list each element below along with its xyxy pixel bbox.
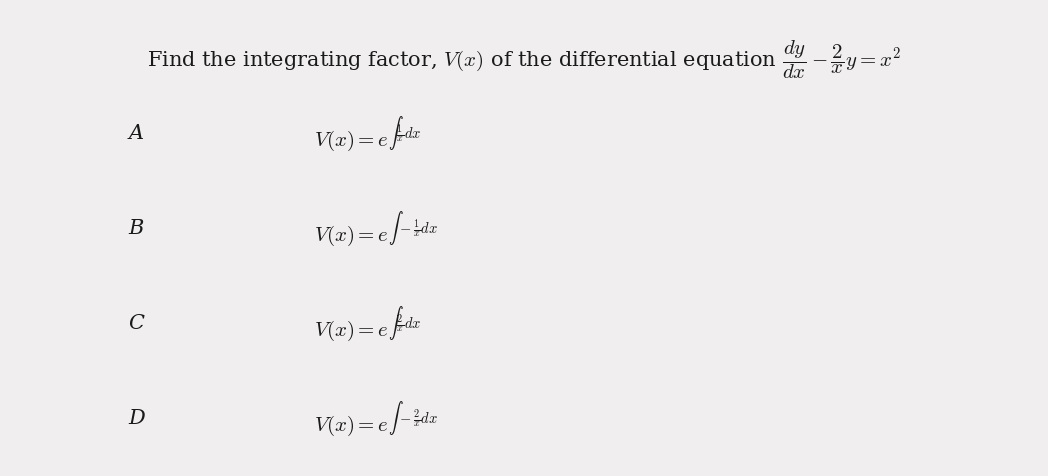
Text: D: D bbox=[128, 409, 145, 428]
Text: Find the integrating factor, $V(x)$ of the differential equation $\dfrac{dy}{dx}: Find the integrating factor, $V(x)$ of t… bbox=[147, 38, 901, 80]
Text: $V(x)=e^{\int-\frac{2}{x}dx}$: $V(x)=e^{\int-\frac{2}{x}dx}$ bbox=[314, 400, 439, 438]
Text: B: B bbox=[129, 219, 144, 238]
Text: $V(x)=e^{\int\frac{2}{x}dx}$: $V(x)=e^{\int\frac{2}{x}dx}$ bbox=[314, 305, 422, 343]
Text: $V(x)=e^{\int-\frac{1}{x}dx}$: $V(x)=e^{\int-\frac{1}{x}dx}$ bbox=[314, 209, 439, 248]
Text: C: C bbox=[128, 314, 145, 333]
Text: A: A bbox=[129, 124, 144, 143]
Text: $V(x)=e^{\int\frac{1}{x}dx}$: $V(x)=e^{\int\frac{1}{x}dx}$ bbox=[314, 114, 422, 152]
